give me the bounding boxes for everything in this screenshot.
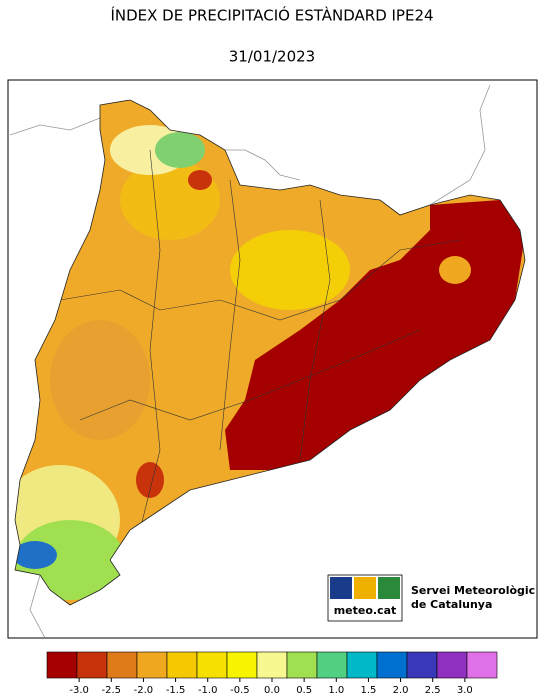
logo-icon (330, 577, 352, 599)
colorbar-bin (256, 651, 288, 679)
colorbar-bin (106, 651, 138, 679)
colorbar-tick-label: 2.0 (393, 685, 409, 696)
colorbar-bin (166, 651, 198, 679)
colorbar-bin (76, 651, 108, 679)
colorbar-bin (226, 651, 258, 679)
logo-line: de Catalunya (411, 598, 492, 611)
colorbar-tick-label: 0.5 (296, 685, 312, 696)
outline (14, 99, 526, 606)
colorbar-bin (436, 651, 468, 679)
colorbar-bin (286, 651, 318, 679)
colorbar-tick-label: 1.5 (360, 685, 376, 696)
colorbar-tick-label: 1.0 (328, 685, 344, 696)
title: ÍNDEX DE PRECIPITACIÓ ESTÀNDARD IPE24 (110, 6, 433, 25)
colorbar-tick-label: -1.0 (198, 685, 218, 696)
colorbar-tick-label: -0.5 (230, 685, 250, 696)
colorbar-bin (406, 651, 438, 679)
colorbar-tick-label: -2.0 (134, 685, 154, 696)
logo-icon (378, 577, 400, 599)
colorbar-bin (316, 651, 348, 679)
colorbar: -3.0 -2.5 -2.0 -1.5 -1.0 -0.5 0.0 0.5 1.0 1.5 2.0 2… (46, 651, 498, 696)
borders (9, 84, 491, 639)
colorbar-tick-label: 3.0 (457, 685, 473, 696)
colorbar-bin (196, 651, 228, 679)
colorbar-bin (376, 651, 408, 679)
colorbar-bin (136, 651, 168, 679)
colorbar-tick-label: 2.5 (425, 685, 441, 696)
colorbar-tick-label: -2.5 (102, 685, 122, 696)
logo-line: Servei Meteorològic (411, 584, 535, 597)
logo: meteo.cat Servei Meteorològic de Catalun… (327, 574, 535, 622)
colorbar-bin (346, 651, 378, 679)
comarca-lines (59, 149, 461, 531)
colorbar-bin (46, 651, 78, 679)
colorbar-bin (466, 651, 498, 679)
date: 31/01/2023 (229, 48, 315, 66)
logo-brand: meteo.cat (334, 604, 397, 617)
logo-icon (354, 577, 376, 599)
colorbar-tick-label: -3.0 (69, 685, 89, 696)
colorbar-tick-label: 0.0 (264, 685, 280, 696)
colorbar-tick-label: -1.5 (166, 685, 186, 696)
